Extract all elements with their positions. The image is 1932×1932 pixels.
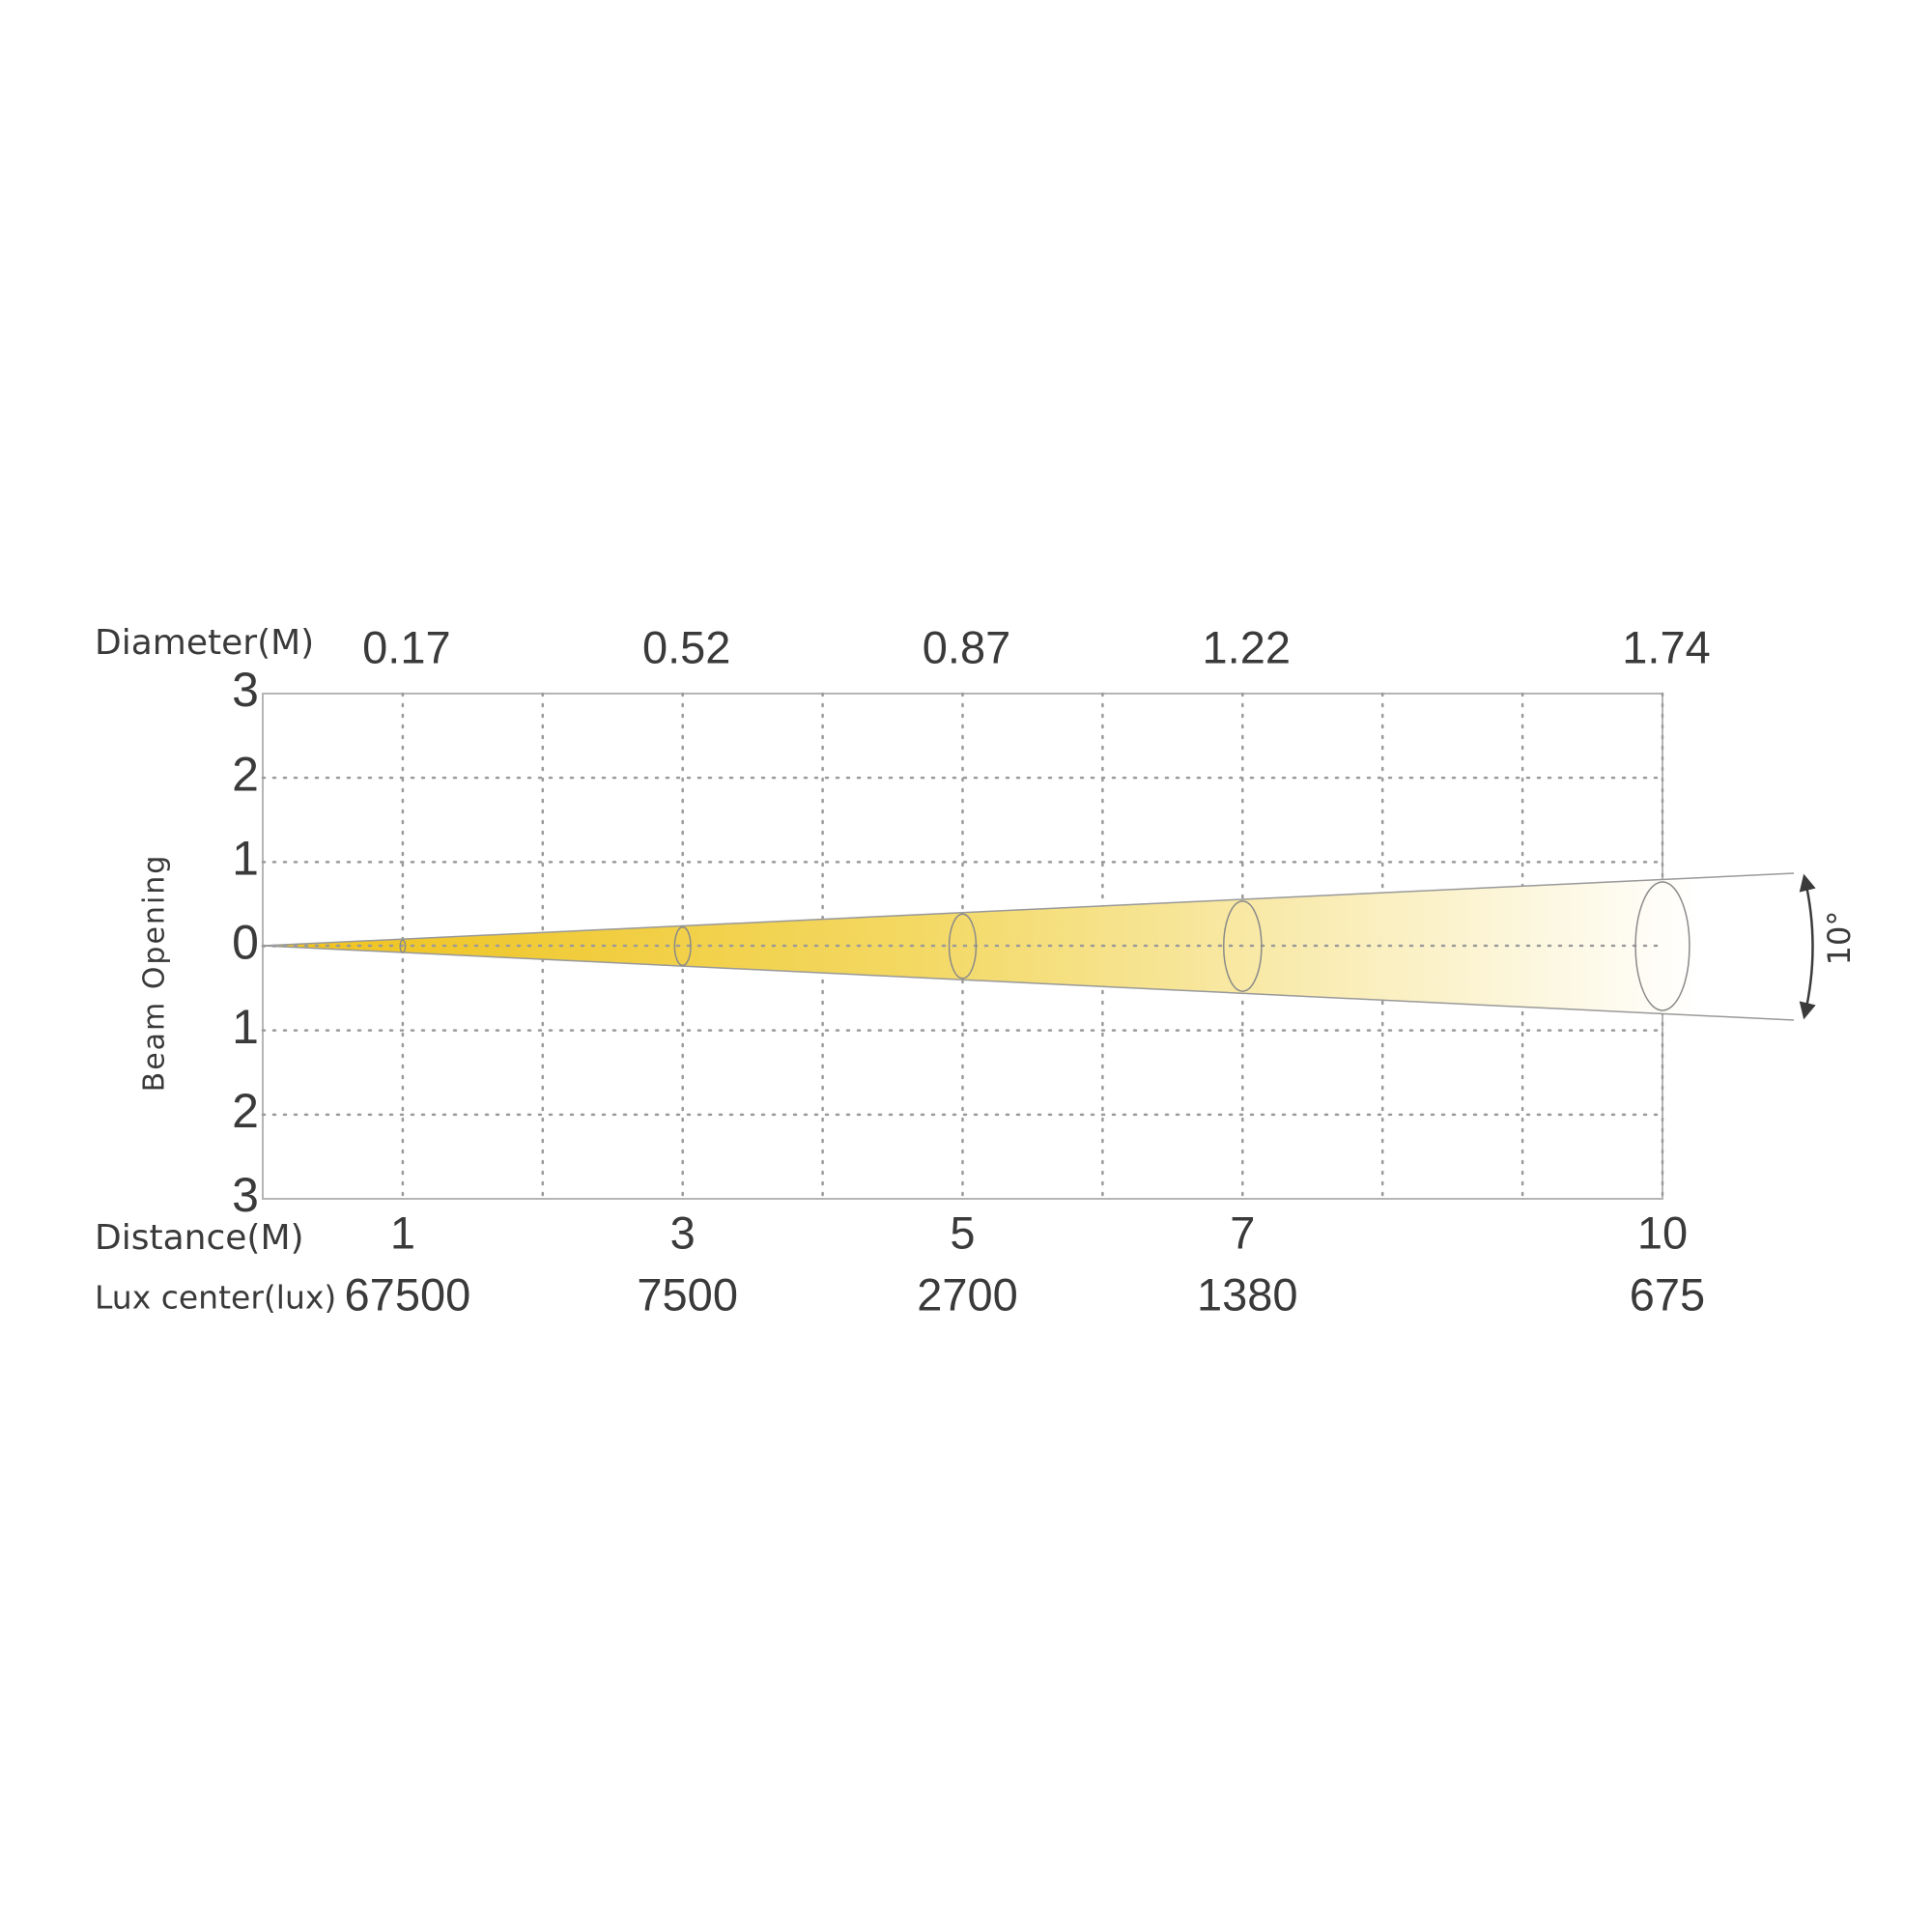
distance-label: Distance(M) xyxy=(95,1218,304,1258)
distance-value: 7 xyxy=(1230,1207,1255,1258)
beam-section xyxy=(1222,900,1263,992)
lux-value: 67500 xyxy=(345,1268,471,1320)
y-tick-label: 0 xyxy=(232,916,259,970)
angle-label: 10° xyxy=(1821,911,1858,966)
lux-value: 7500 xyxy=(637,1268,738,1320)
y-tick-label: 3 xyxy=(232,663,259,717)
diameter-value: 0.52 xyxy=(642,621,730,672)
beam-section xyxy=(673,925,692,967)
beam-section xyxy=(948,913,978,980)
y-tick-label: 3 xyxy=(232,1168,259,1222)
beam-section xyxy=(399,939,407,953)
diameter-value: 1.74 xyxy=(1622,621,1710,672)
distance-value: 3 xyxy=(670,1207,696,1258)
marks xyxy=(399,881,1690,1011)
lux-value: 2700 xyxy=(917,1268,1018,1320)
beam-opening-label: Beam Opening xyxy=(138,854,172,1093)
diameter-value: 1.22 xyxy=(1203,621,1291,672)
angle-arrow xyxy=(1799,873,1816,1020)
distance-value: 10 xyxy=(1637,1207,1688,1258)
y-tick-label: 1 xyxy=(232,1000,259,1054)
beam-section xyxy=(1634,881,1690,1011)
diameter-value: 0.87 xyxy=(923,621,1010,672)
diameter-label: Diameter(M) xyxy=(95,623,314,663)
y-tick-label: 2 xyxy=(232,747,259,801)
lux-value: 675 xyxy=(1630,1268,1705,1320)
lux-value: 1380 xyxy=(1197,1268,1298,1320)
y-tick-label: 2 xyxy=(232,1084,259,1138)
y-tick-label: 1 xyxy=(232,832,259,886)
lux-label: Lux center(lux) xyxy=(95,1279,336,1317)
beam-edge xyxy=(262,872,1795,947)
distance-value: 5 xyxy=(950,1207,975,1258)
diameter-value: 0.17 xyxy=(362,621,450,672)
distance-value: 1 xyxy=(390,1207,415,1258)
beam-edge xyxy=(262,945,1795,1021)
